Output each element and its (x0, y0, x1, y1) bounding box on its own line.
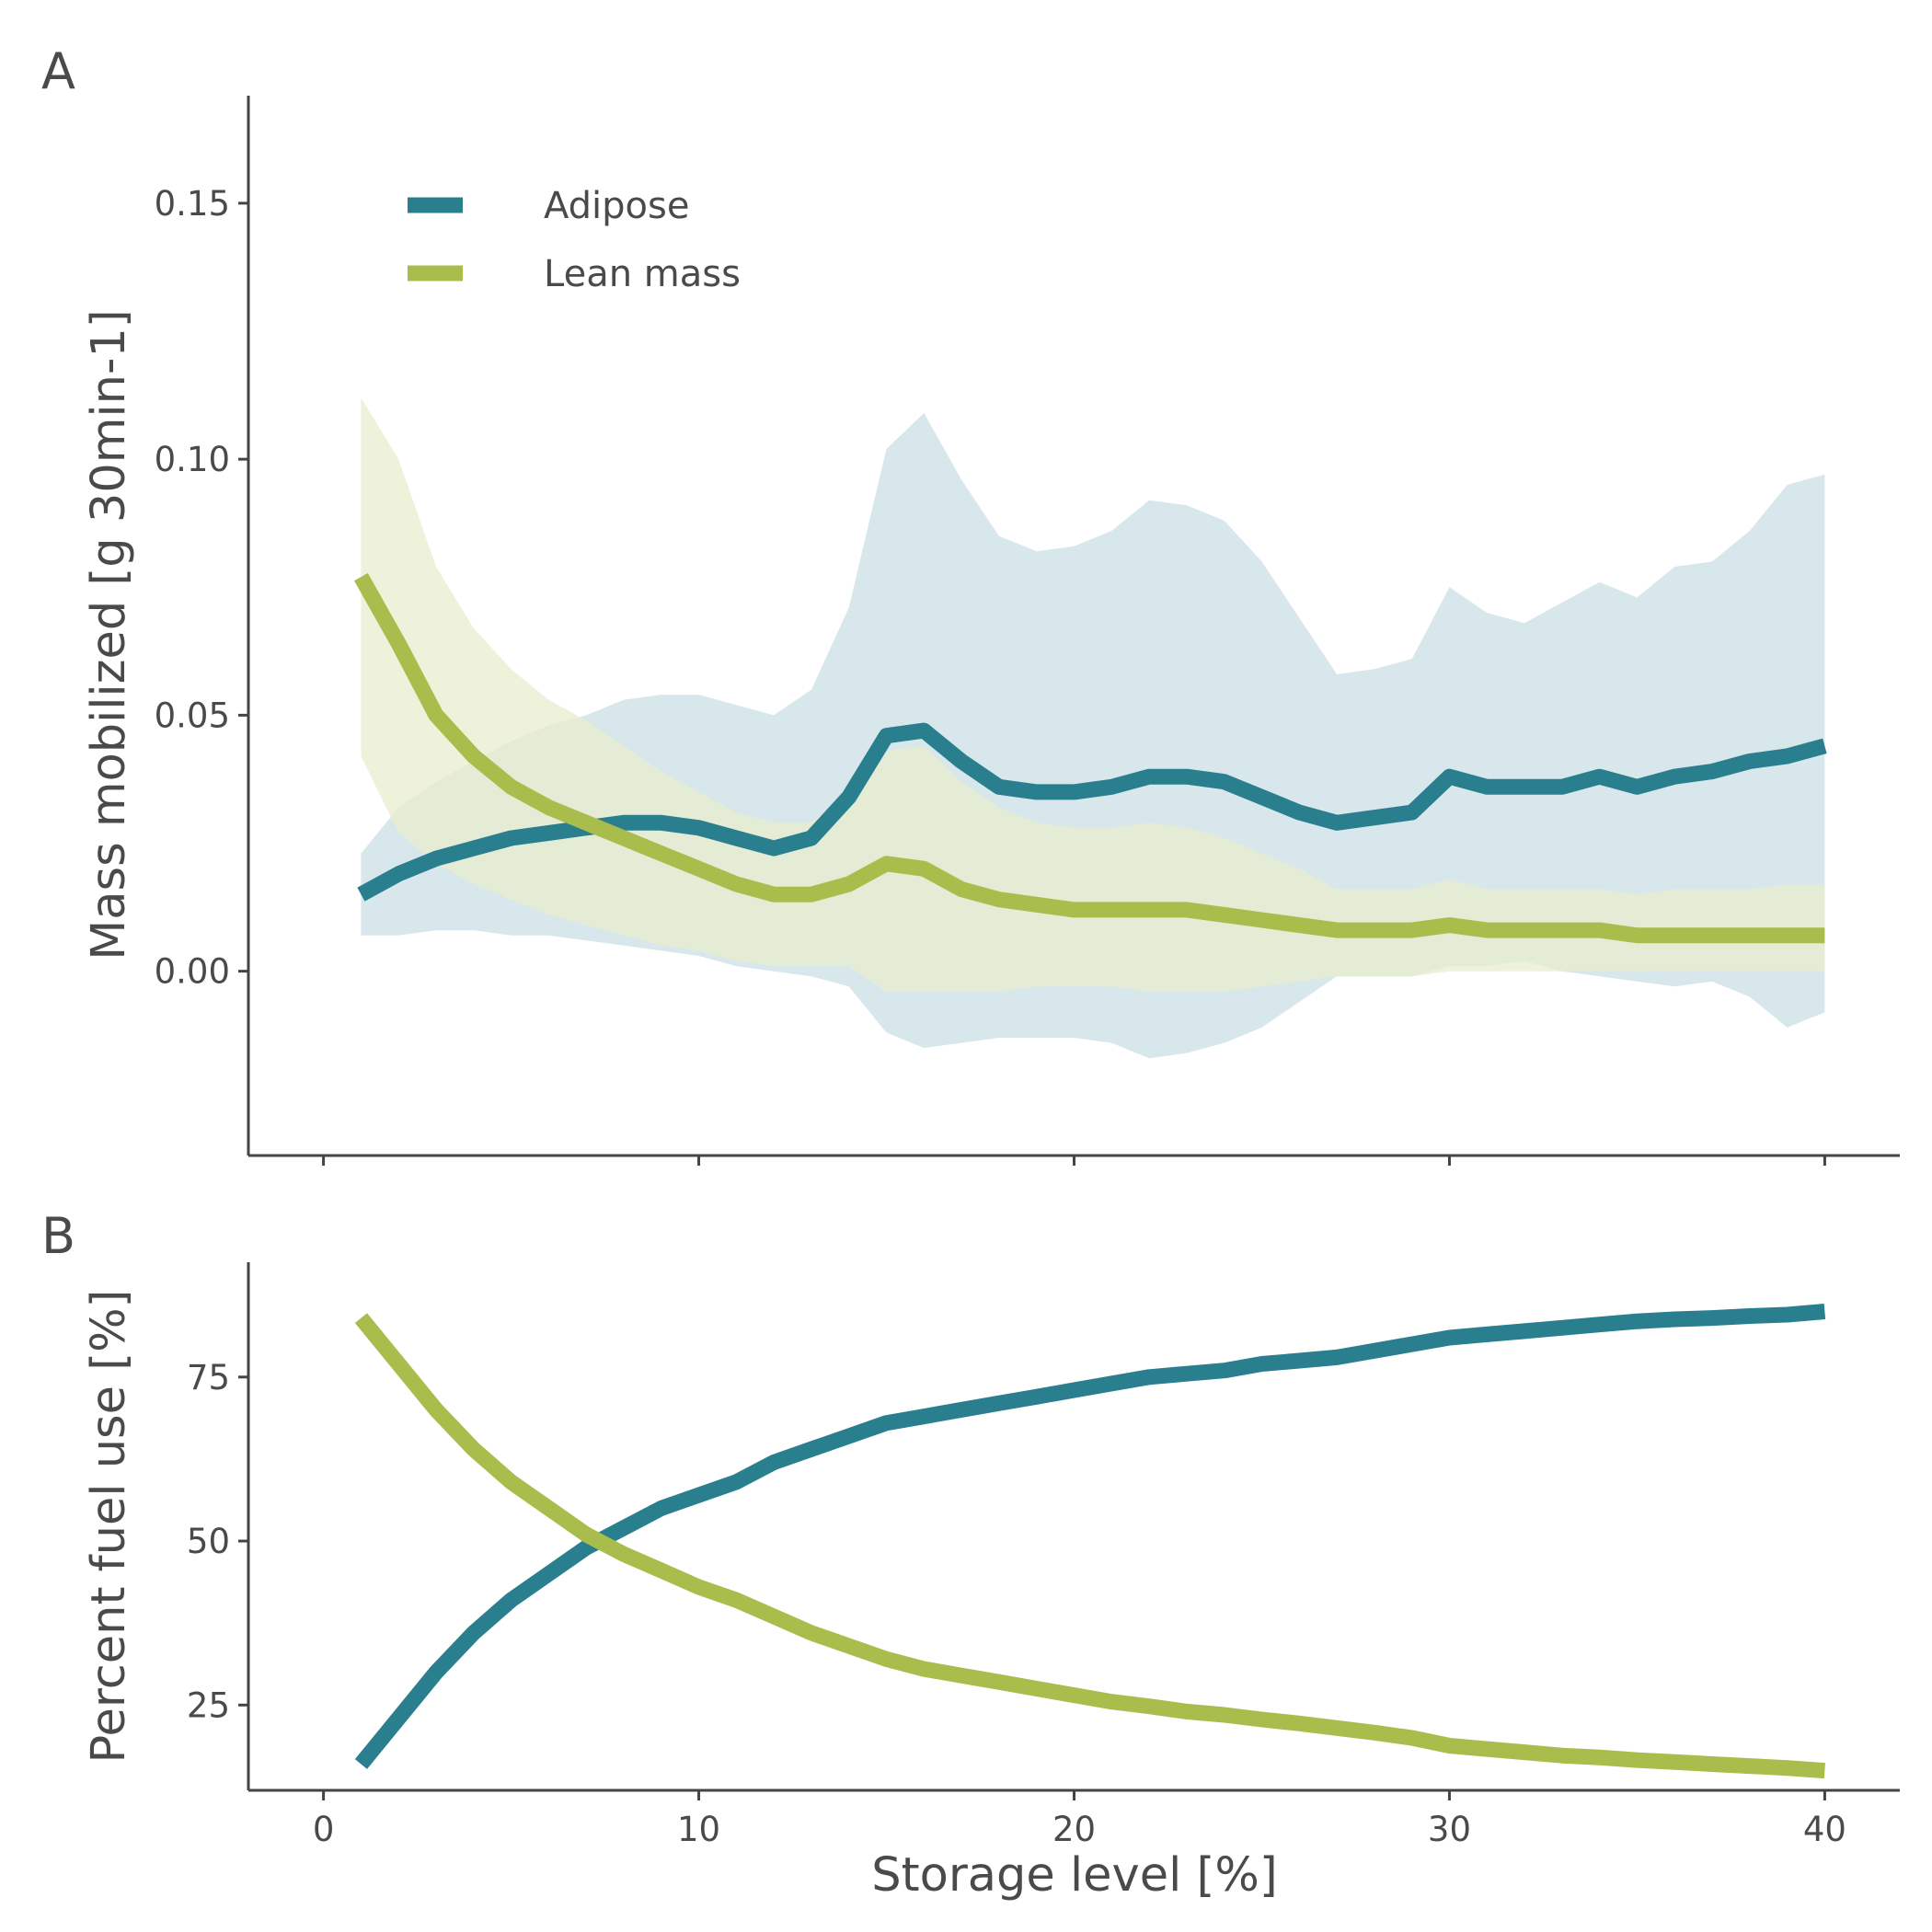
panel-a-y-tick-label: 0.10 (155, 440, 230, 479)
legend: Adipose Lean mass (408, 185, 741, 295)
panel-b-y-tick-label: 75 (187, 1358, 230, 1397)
panel-a-bands (361, 397, 1825, 1059)
panel-a-y-axis-title: Mass mobilized [g 30min-1] (82, 309, 136, 960)
panel-b-y-ticks: 25 50 75 (187, 1358, 248, 1725)
panel-b-x-tick-label: 0 (313, 1810, 335, 1849)
panel-a-y-ticks: 0.00 0.05 0.10 0.15 (155, 184, 248, 992)
panel-b-x-tick-label: 30 (1428, 1810, 1471, 1849)
panel-b-x-tick-label: 40 (1803, 1810, 1846, 1849)
panel-a: A 0.00 0.05 0.10 0.15 Mass mobilized [g 30m… (41, 42, 1900, 1166)
panel-b-tag: B (41, 1207, 75, 1265)
panel-b-y-tick-label: 50 (187, 1522, 230, 1561)
panel-a-lines (353, 572, 1827, 944)
panel-a-tag: A (41, 42, 75, 100)
legend-label-lean-mass: Lean mass (544, 253, 741, 295)
legend-label-adipose: Adipose (544, 185, 689, 227)
panel-a-x-ticks (322, 1156, 1826, 1166)
panel-a-y-tick-label: 0.05 (155, 696, 230, 735)
panel-b-y-axis-title: Percent fuel use [%] (82, 1290, 136, 1764)
panel-a-line-lean-mass (353, 572, 1825, 944)
panel-b-x-tick-label: 20 (1052, 1810, 1096, 1849)
panel-a-y-tick-label: 0.00 (155, 952, 230, 992)
panel-b-lines (354, 1304, 1826, 1779)
panel-b-line-lean-mass (354, 1313, 1825, 1779)
panel-b-x-axis-title: Storage level [%] (871, 1848, 1278, 1903)
panel-b-y-tick-label: 25 (187, 1685, 230, 1725)
panel-b-x-ticks: 0 10 20 30 40 (313, 1790, 1846, 1849)
panel-a-y-tick-label: 0.15 (155, 184, 230, 224)
panel-b-x-tick-label: 10 (677, 1810, 720, 1849)
